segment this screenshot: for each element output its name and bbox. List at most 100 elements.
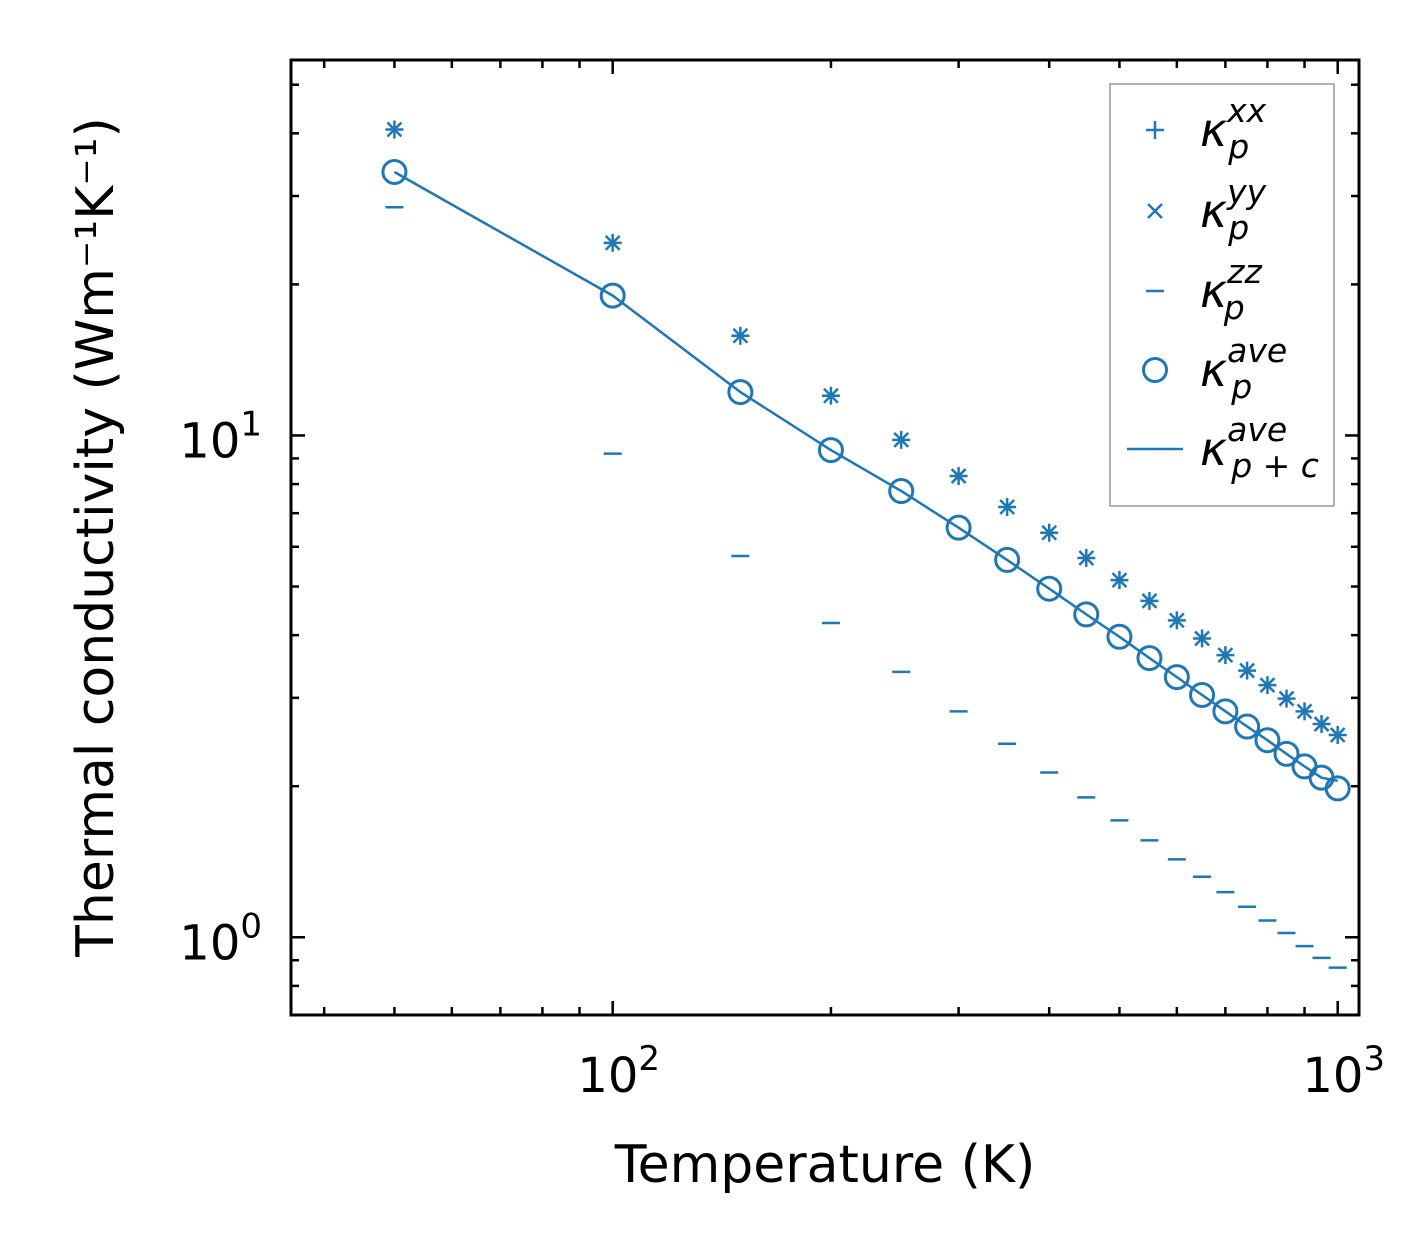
legend-label: κxx p — [1200, 91, 1267, 166]
legend-subscript: p — [1227, 127, 1249, 166]
x-axis-label: Temperature (K) — [614, 1135, 1036, 1195]
point-kappa-yy — [823, 387, 839, 404]
y-tick-label: 101 — [179, 404, 262, 469]
point-kappa-ave — [1073, 601, 1100, 628]
legend-kappa: κ — [1200, 264, 1227, 318]
legend-kappa: κ — [1200, 184, 1227, 238]
legend-box — [1109, 83, 1335, 507]
point-kappa-yy — [950, 468, 967, 484]
legend-entry: κzz p — [1146, 252, 1262, 327]
point-kappa-yy-b — [1041, 524, 1058, 541]
point-kappa-yy — [1168, 612, 1185, 629]
point-kappa-yy — [1194, 630, 1210, 647]
point-kappa-yy — [1041, 524, 1058, 541]
point-kappa-yy — [1217, 647, 1234, 663]
x-tick-label: 102 — [577, 1039, 660, 1104]
point-kappa-yy — [1296, 703, 1313, 720]
point-kappa-ave — [945, 514, 972, 541]
point-kappa-yy-b — [1239, 662, 1255, 679]
point-kappa-yy — [999, 499, 1016, 515]
x-tick-label-text: 102 — [577, 1039, 660, 1104]
point-kappa-ave — [817, 437, 844, 464]
point-kappa-yy-b — [1313, 716, 1330, 732]
point-kappa-yy — [1313, 716, 1330, 732]
x-tick-label-exponent: 2 — [638, 1039, 660, 1079]
legend-marker-swatch-b — [1147, 203, 1163, 219]
legend-marker-swatch — [1147, 203, 1163, 219]
point-kappa-ave — [888, 478, 915, 505]
point-kappa-yy — [1078, 550, 1095, 566]
legend-subscript: p — [1227, 208, 1249, 247]
legend-label: κyy p — [1200, 172, 1267, 247]
point-kappa-yy-b — [1259, 677, 1276, 694]
point-kappa-yy — [1111, 572, 1128, 588]
point-kappa-ave — [994, 546, 1021, 573]
y-tick-label-exponent: 1 — [240, 404, 262, 444]
point-kappa-ave — [1189, 681, 1216, 708]
point-kappa-ave — [1324, 775, 1351, 802]
point-kappa-yy — [732, 327, 749, 344]
y-tick-label-base: 10 — [179, 915, 240, 971]
legend-kappa: κ — [1200, 422, 1227, 476]
point-kappa-yy — [1259, 677, 1276, 694]
plot-frame — [289, 58, 1361, 1017]
legend-subscript: p — [1223, 288, 1245, 327]
y-tick-label-base: 10 — [179, 413, 240, 469]
x-tick-label-exponent: 3 — [1363, 1039, 1385, 1079]
point-kappa-yy-b — [1168, 612, 1185, 629]
point-kappa-ave — [1036, 575, 1063, 602]
point-kappa-yy — [1278, 690, 1295, 707]
point-kappa-yy-b — [604, 234, 621, 251]
legend-kappa: κ — [1200, 103, 1227, 157]
point-kappa-yy-b — [386, 121, 403, 138]
legend-superscript: zz — [1226, 252, 1262, 291]
x-tick-label-text: 103 — [1302, 1039, 1385, 1104]
point-kappa-ave — [1106, 623, 1133, 650]
point-kappa-yy — [386, 121, 403, 138]
legend-marker-swatch — [1146, 121, 1164, 139]
y-tick-label-exponent: 0 — [240, 906, 262, 946]
point-kappa-yy — [1141, 593, 1158, 609]
x-tick-label-base: 10 — [577, 1048, 638, 1104]
legend-subscript: p + c — [1230, 446, 1319, 485]
point-kappa-yy-b — [732, 327, 749, 344]
legend-entry: κyy p — [1147, 172, 1267, 247]
data-series — [381, 120, 1351, 969]
y-axis-label: Thermal conductivity (Wm⁻¹K⁻¹) — [66, 117, 126, 958]
point-kappa-ave — [1234, 713, 1261, 740]
legend-label: κave p — [1200, 331, 1287, 406]
y-tick-label-text: 100 — [179, 906, 262, 971]
point-kappa-yy — [604, 234, 621, 251]
point-kappa-yy — [1329, 727, 1346, 743]
series-point-kappa-yy — [386, 121, 1346, 743]
point-kappa-yy-b — [823, 387, 839, 404]
point-kappa-ave — [727, 379, 754, 406]
series-line-kappa-pc-ave — [393, 170, 1338, 783]
legend-label: κave p + c — [1200, 410, 1319, 485]
legend-kappa: κ — [1200, 343, 1227, 397]
series-point-kappa-ave — [381, 158, 1351, 802]
point-kappa-yy-b — [1141, 593, 1158, 609]
y-tick-label: 100 — [179, 906, 262, 971]
point-kappa-yy-b — [1278, 690, 1295, 707]
point-kappa-yy-b — [1194, 630, 1210, 647]
legend-subscript: p — [1230, 367, 1252, 406]
x-tick-label: 103 — [1302, 1039, 1385, 1104]
legend-entry: κxx p — [1146, 91, 1267, 166]
legend-superscript: xx — [1226, 91, 1267, 130]
legend-superscript: yy — [1226, 172, 1267, 211]
point-kappa-ave — [1273, 740, 1300, 767]
point-kappa-ave — [1163, 664, 1190, 691]
point-kappa-yy — [1239, 662, 1255, 679]
point-kappa-ave — [599, 282, 626, 309]
point-kappa-yy-b — [1217, 647, 1234, 663]
point-kappa-ave — [1212, 698, 1239, 725]
legend-marker-swatch — [1142, 357, 1168, 383]
y-tick-label-text: 101 — [179, 404, 262, 469]
point-kappa-ave — [1254, 727, 1281, 754]
point-kappa-yy-b — [950, 468, 967, 484]
point-kappa-yy-b — [1329, 727, 1346, 743]
point-kappa-yy-b — [1111, 572, 1128, 588]
